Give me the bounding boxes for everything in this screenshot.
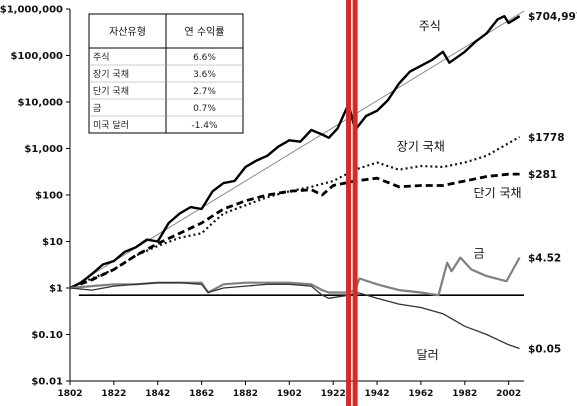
y-tick-label: $1,000 <box>24 144 63 155</box>
highlight-bar <box>352 0 358 406</box>
series-line-gold <box>69 256 521 297</box>
legend-row-asset: 단기 국채 <box>93 86 129 97</box>
x-tick-label: 1862 <box>189 389 214 399</box>
y-tick-label: $10 <box>42 237 63 248</box>
legend-row-return: 0.7% <box>193 104 216 114</box>
series-end-label: $281 <box>528 169 557 181</box>
x-tick-label: 2002 <box>496 389 521 399</box>
legend-header-asset: 자산유형 <box>109 26 146 38</box>
series-name-label: 주식 <box>419 19 441 33</box>
series-line-short-bills <box>69 172 520 290</box>
x-tick-label: 1822 <box>101 389 126 399</box>
series-line-dollar <box>69 282 520 350</box>
legend-row-asset: 장기 국채 <box>93 69 129 80</box>
y-tick-label: $10,000 <box>17 98 63 109</box>
y-tick-label: $0.10 <box>31 330 63 341</box>
y-tick-label: $1,000,000 <box>0 5 63 16</box>
highlight-bar <box>346 0 352 406</box>
series-line-stocks <box>69 15 521 290</box>
y-tick-label: $0.01 <box>31 377 63 388</box>
series-name-label: 장기 국채 <box>397 140 445 154</box>
y-tick-label: $100,000 <box>10 51 63 62</box>
x-tick-label: 1882 <box>233 389 258 399</box>
legend-row-return: 2.7% <box>193 87 216 97</box>
x-tick-label: 1842 <box>145 389 170 399</box>
series-name-label: 금 <box>474 247 485 261</box>
x-tick-label: 1802 <box>57 389 82 399</box>
x-tick-label: 1922 <box>321 389 346 399</box>
series-end-label: $1778 <box>528 132 565 144</box>
legend-row-asset: 금 <box>93 103 101 114</box>
x-tick-label: 1982 <box>452 389 477 399</box>
legend-row-return: 6.6% <box>193 53 216 63</box>
series-end-label: $704,997 <box>528 11 577 23</box>
legend-row-return: -1.4% <box>191 121 218 131</box>
x-tick-label: 1962 <box>408 389 433 399</box>
y-tick-label: $100 <box>35 191 63 202</box>
series-line-long-bonds <box>69 135 521 290</box>
series-name-label: 달러 <box>417 348 439 362</box>
legend-row-return: 3.6% <box>193 70 216 80</box>
legend-row-asset: 주식 <box>93 52 110 63</box>
x-tick-label: 1902 <box>277 389 302 399</box>
x-tick-label: 1942 <box>365 389 390 399</box>
series-end-label: $4.52 <box>528 253 561 265</box>
series-name-label: 단기 국채 <box>474 186 522 200</box>
legend-row-asset: 미국 달러 <box>93 119 129 131</box>
y-tick-label: $1 <box>49 284 63 295</box>
legend-header-return: 연 수익률 <box>185 26 225 38</box>
series-end-label: $0.05 <box>528 343 561 355</box>
